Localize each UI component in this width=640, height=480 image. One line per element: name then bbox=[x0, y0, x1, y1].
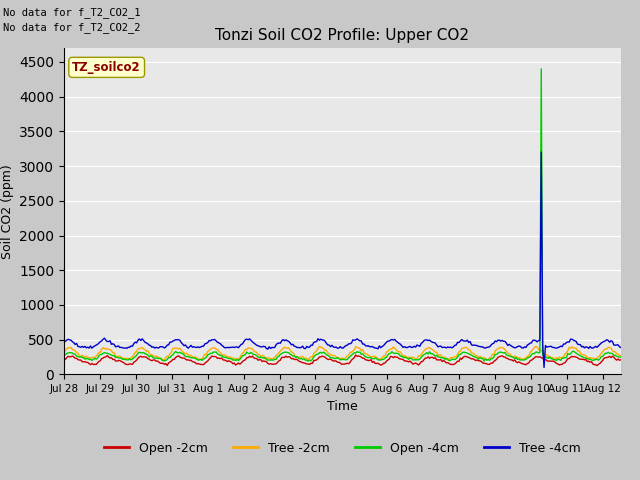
Legend: Open -2cm, Tree -2cm, Open -4cm, Tree -4cm: Open -2cm, Tree -2cm, Open -4cm, Tree -4… bbox=[99, 436, 586, 459]
Y-axis label: Soil CO2 (ppm): Soil CO2 (ppm) bbox=[1, 164, 13, 259]
Text: TZ_soilco2: TZ_soilco2 bbox=[72, 61, 141, 74]
Text: No data for f_T2_CO2_2: No data for f_T2_CO2_2 bbox=[3, 22, 141, 33]
Text: No data for f_T2_CO2_1: No data for f_T2_CO2_1 bbox=[3, 7, 141, 18]
Title: Tonzi Soil CO2 Profile: Upper CO2: Tonzi Soil CO2 Profile: Upper CO2 bbox=[216, 28, 469, 43]
X-axis label: Time: Time bbox=[327, 400, 358, 413]
